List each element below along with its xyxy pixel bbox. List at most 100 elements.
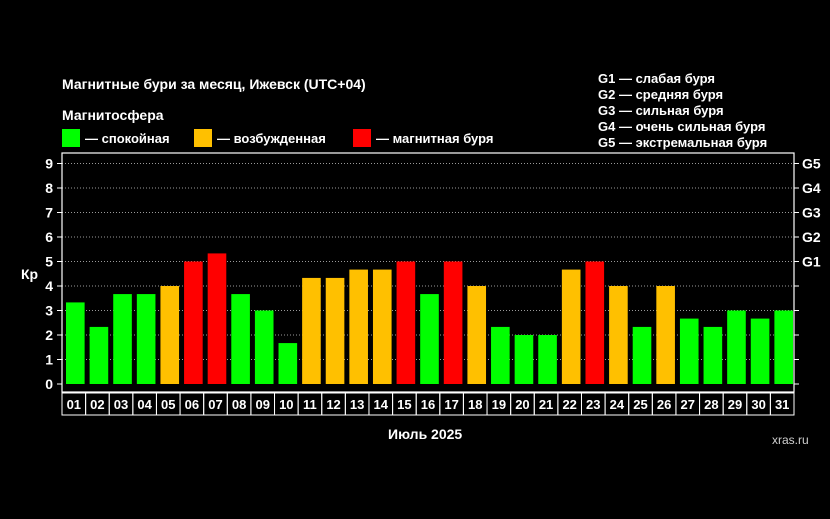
bar xyxy=(727,310,746,384)
bar xyxy=(467,286,487,384)
y-tick-label: 6 xyxy=(45,229,53,245)
legend-item-storm: — магнитная буря xyxy=(353,129,493,147)
legend-swatch-quiet xyxy=(62,129,80,147)
site-label: xras.ru xyxy=(772,433,809,447)
month-label: Июль 2025 xyxy=(388,426,463,442)
x-tick-label: 01 xyxy=(67,397,81,412)
x-tick-label: 31 xyxy=(775,397,789,412)
bar xyxy=(396,261,416,384)
bar xyxy=(278,343,298,384)
y-tick-label: 3 xyxy=(45,303,53,319)
y-tick-label: 1 xyxy=(45,352,53,368)
g-level-label: G2 xyxy=(802,229,821,245)
x-tick-label: 29 xyxy=(728,397,742,412)
bar xyxy=(538,335,557,384)
x-tick-label: 07 xyxy=(208,397,222,412)
legend-item-quiet: — спокойная xyxy=(62,129,170,147)
bar xyxy=(89,326,109,384)
x-tick-label: 21 xyxy=(539,397,553,412)
bar xyxy=(679,318,699,384)
bar xyxy=(656,286,675,384)
storm-level-g4: G4 — очень сильная буря xyxy=(598,119,766,134)
storm-level-g3: G3 — сильная буря xyxy=(598,103,724,118)
bar xyxy=(609,286,628,384)
bar xyxy=(514,335,534,384)
x-tick-label: 24 xyxy=(610,397,625,412)
x-tick-label: 11 xyxy=(303,397,317,412)
x-tick-label: 27 xyxy=(681,397,695,412)
storm-level-g2: G2 — средняя буря xyxy=(598,87,724,102)
legend-swatch-storm xyxy=(353,129,371,147)
x-tick-label: 12 xyxy=(326,397,340,412)
bar xyxy=(207,253,227,384)
magnetosphere-label: Магнитосфера xyxy=(62,107,164,123)
g-level-label: G5 xyxy=(802,156,821,172)
chart-title: Магнитные бури за месяц, Ижевск (UTC+04) xyxy=(62,76,366,92)
bar xyxy=(66,302,85,384)
x-tick-label: 02 xyxy=(90,397,104,412)
bar xyxy=(372,269,392,384)
bar xyxy=(774,310,793,384)
g-level-label: G4 xyxy=(802,180,821,196)
y-tick-label: 5 xyxy=(45,254,53,270)
bar xyxy=(491,326,510,384)
legend-item-active: — возбужденная xyxy=(194,129,326,147)
bar xyxy=(184,261,203,384)
bar xyxy=(443,261,463,384)
x-tick-label: 03 xyxy=(114,397,128,412)
x-tick-box xyxy=(769,392,795,416)
bar xyxy=(160,286,180,384)
x-tick-label: 05 xyxy=(161,397,175,412)
bar xyxy=(750,318,770,384)
x-tick-label: 23 xyxy=(586,397,600,412)
x-tick-label: 18 xyxy=(468,397,482,412)
bar xyxy=(231,294,250,384)
x-tick-label: 16 xyxy=(421,397,435,412)
x-tick-label: 06 xyxy=(185,397,199,412)
y-tick-label: 0 xyxy=(45,376,53,392)
x-tick-label: 13 xyxy=(350,397,364,412)
bar xyxy=(561,269,581,384)
legend-label-active: — возбужденная xyxy=(217,130,326,146)
x-tick-label: 19 xyxy=(492,397,506,412)
x-tick-label: 25 xyxy=(633,397,647,412)
bar xyxy=(703,326,723,384)
bar xyxy=(113,294,132,384)
bar xyxy=(420,294,439,384)
y-axis-label: Кр xyxy=(21,266,38,282)
g-level-label: G1 xyxy=(802,254,821,270)
x-tick-label: 20 xyxy=(515,397,529,412)
y-tick-label: 4 xyxy=(45,278,53,294)
storm-level-g5: G5 — экстремальная буря xyxy=(598,135,768,150)
x-tick-label: 28 xyxy=(704,397,718,412)
bar xyxy=(254,310,274,384)
bar xyxy=(585,261,605,384)
x-tick-label: 26 xyxy=(657,397,671,412)
x-tick-label: 10 xyxy=(279,397,293,412)
g-level-label: G3 xyxy=(802,205,821,221)
y-tick-label: 7 xyxy=(45,205,53,221)
x-tick-label: 08 xyxy=(232,397,246,412)
x-tick-label: 30 xyxy=(751,397,765,412)
bar xyxy=(302,277,321,384)
bar xyxy=(349,269,368,384)
storm-levels-list: G1 — слабая буря G2 — средняя буря G3 — … xyxy=(598,71,767,151)
bar xyxy=(325,277,345,384)
bar xyxy=(136,294,156,384)
legend-label-quiet: — спокойная xyxy=(85,130,170,146)
y-tick-label: 2 xyxy=(45,327,53,343)
y-tick-label: 8 xyxy=(45,180,53,196)
bar xyxy=(632,326,652,384)
y-tick-label: 9 xyxy=(45,156,53,172)
plot-frame xyxy=(61,152,795,393)
x-tick-label: 14 xyxy=(374,397,389,412)
x-tick-label: 09 xyxy=(255,397,269,412)
x-tick-label: 04 xyxy=(137,397,152,412)
x-tick-label: 15 xyxy=(397,397,411,412)
legend-swatch-active xyxy=(194,129,212,147)
storm-level-g1: G1 — слабая буря xyxy=(598,71,716,86)
x-tick-label: 17 xyxy=(444,397,458,412)
x-tick-label: 22 xyxy=(562,397,576,412)
legend-label-storm: — магнитная буря xyxy=(376,130,494,146)
